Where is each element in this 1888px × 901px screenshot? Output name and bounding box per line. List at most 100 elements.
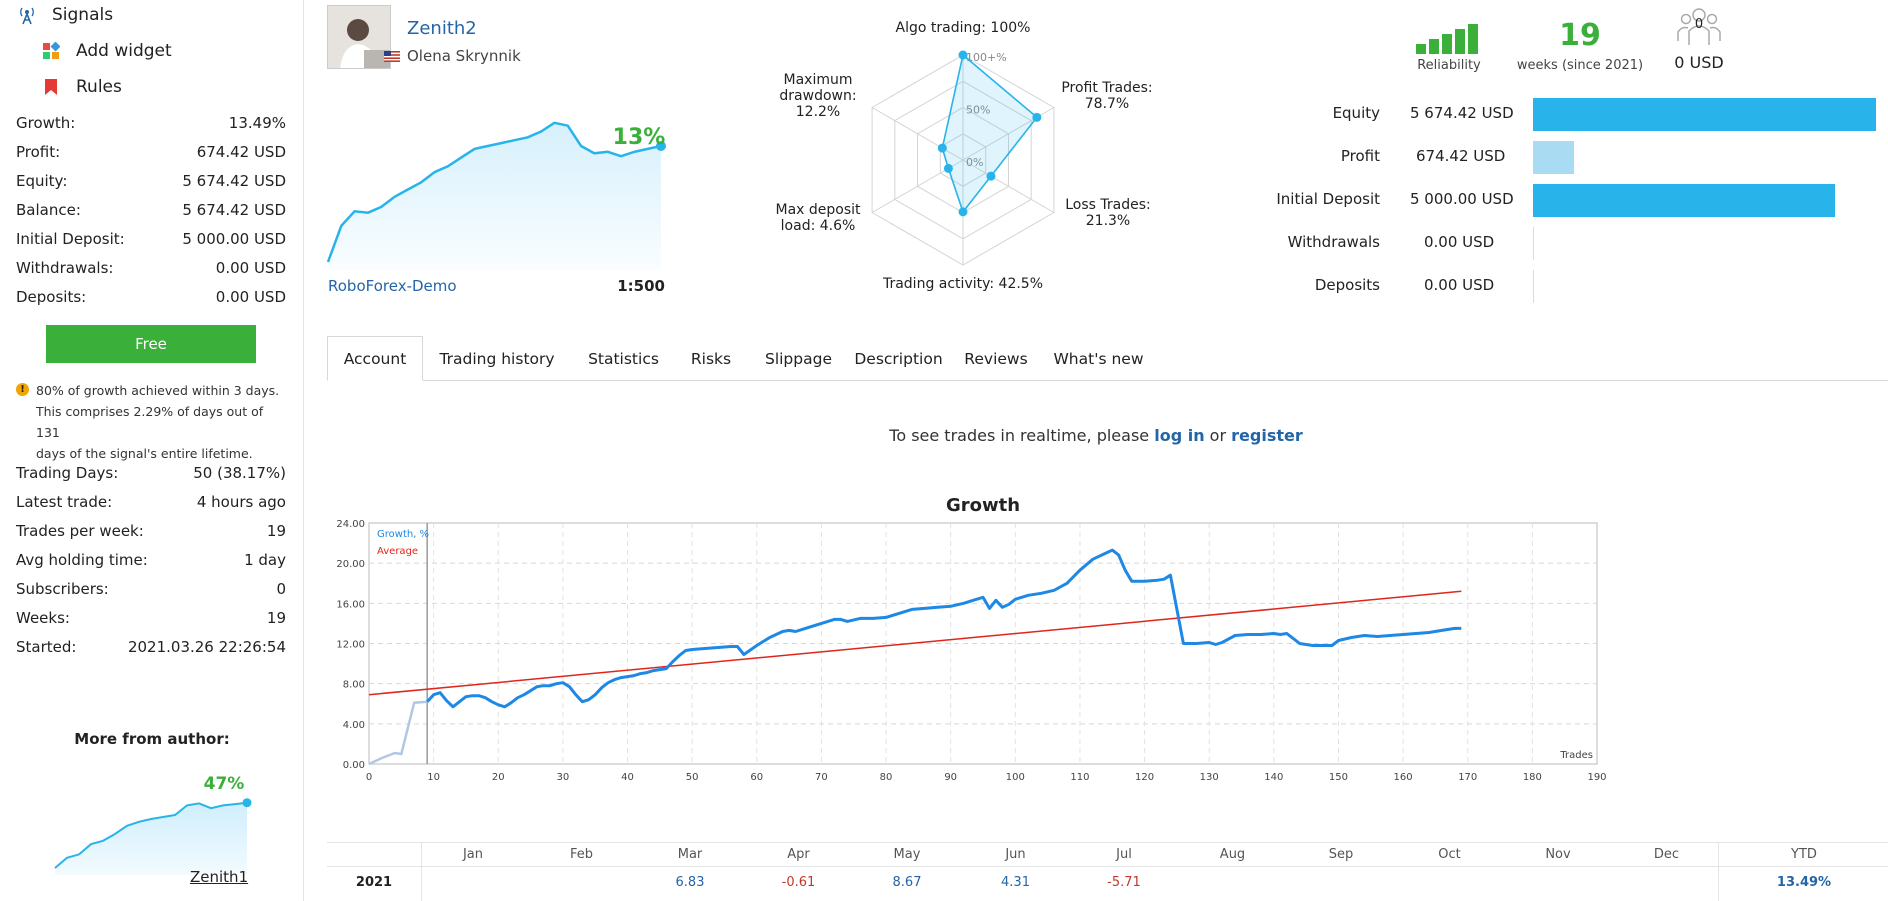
stat-row: Withdrawals: 0.00 USD: [16, 259, 286, 277]
balance-bar-label: Deposits: [1314, 276, 1380, 294]
author-signal-line: [54, 801, 248, 869]
tab-description[interactable]: Description: [854, 349, 943, 368]
stat-row: Deposits: 0.00 USD: [16, 288, 286, 306]
free-subscribe-button[interactable]: Free: [46, 325, 256, 363]
radar-axis-label: Maximum: [784, 72, 853, 88]
chart-x-tick: 90: [944, 772, 957, 783]
signal-growth-value: 13%: [613, 125, 666, 150]
tab-slippage[interactable]: Slippage: [764, 349, 832, 368]
month-header: Apr: [787, 847, 810, 862]
register-link[interactable]: register: [1231, 426, 1303, 445]
tab-risks[interactable]: Risks: [690, 349, 732, 368]
returns-table-mid-border: [327, 866, 1888, 867]
tab-trading-history[interactable]: Trading history: [439, 349, 555, 368]
balance-bar-label: Profit: [1340, 147, 1380, 165]
signal-growth-mini-chart: 13%: [327, 121, 666, 270]
month-header: Dec: [1653, 847, 1680, 862]
month-return: 4.31: [1001, 875, 1030, 890]
stat-value: 0.00 USD: [215, 288, 286, 306]
author-name[interactable]: Olena Skrynnik: [407, 47, 521, 65]
tab-account[interactable]: Account: [327, 336, 423, 381]
sidebar-item-signals[interactable]: Signals: [16, 4, 113, 26]
widget-icon: [40, 40, 62, 62]
stat-row: Avg holding time: 1 day: [16, 551, 286, 569]
stat-row: Trading Days: 50 (38.17%): [16, 464, 286, 482]
radar-point: [1032, 112, 1042, 122]
chart-x-tick: 50: [686, 772, 699, 783]
radar-point: [937, 143, 947, 153]
us-flag-icon: [384, 48, 400, 62]
chart-x-tick: 190: [1587, 772, 1606, 783]
chart-y-tick: 20.00: [336, 559, 365, 570]
radar-axis-label: 78.7%: [1085, 96, 1129, 112]
stat-label: Equity:: [16, 172, 68, 190]
sidebar: Signals Add widget Rules Growth: 13.49% Pr…: [0, 0, 304, 901]
radar-point: [958, 50, 968, 60]
stat-label: Subscribers:: [16, 580, 109, 598]
radar-scale-label: 0%: [966, 156, 983, 169]
ytd-header: YTD: [1791, 847, 1817, 862]
reliability-bar: [1416, 44, 1426, 54]
chart-legend-entry: Average: [377, 546, 418, 557]
chart-x-tick: 150: [1329, 772, 1348, 783]
author-signal-mini-chart[interactable]: 47%: [50, 775, 260, 875]
balance-bar-value: 5 000.00 USD: [1410, 190, 1514, 208]
month-header: Nov: [1545, 847, 1571, 862]
stat-value: 0.00 USD: [215, 259, 286, 277]
month-header: Sep: [1328, 847, 1354, 862]
stat-label: Deposits:: [16, 288, 87, 306]
reliability-bar: [1455, 29, 1465, 54]
reliability-bar: [1429, 39, 1439, 54]
radar-axis-label: Trading activity: 42.5%: [882, 276, 1043, 292]
stat-value: 50 (38.17%): [193, 464, 286, 482]
chart-x-tick: 20: [492, 772, 505, 783]
balance-bar-value: 0.00 USD: [1424, 233, 1495, 251]
sidebar-item-label: Add widget: [76, 41, 172, 61]
radar-value-points: [937, 50, 1042, 217]
radar-axis-label: Loss Trades:: [1065, 197, 1151, 213]
tab-what-s-new[interactable]: What's new: [1053, 349, 1144, 368]
returns-table-top-border: [327, 842, 1888, 843]
sidebar-item-rules[interactable]: Rules: [40, 76, 122, 98]
stat-value: 19: [266, 522, 286, 540]
balance-bar-value: 674.42 USD: [1416, 147, 1506, 165]
radar-grid-spoke: [962, 159, 1055, 213]
radar-point: [958, 207, 968, 217]
radar-point: [986, 171, 996, 181]
chart-series-average: [368, 590, 1462, 696]
chart-x-tick: 130: [1200, 772, 1219, 783]
broker-link[interactable]: RoboForex-Demo: [328, 277, 457, 295]
stat-row: Weeks: 19: [16, 609, 286, 627]
chart-x-tick: 0: [366, 772, 372, 783]
radar-axis-label: Profit Trades:: [1061, 80, 1152, 96]
avatar[interactable]: [327, 5, 391, 69]
chart-legend-entry: Growth, %: [377, 529, 429, 540]
chart-x-tick: 10: [427, 772, 440, 783]
chart-x-tick: 180: [1523, 772, 1542, 783]
tab-statistics[interactable]: Statistics: [588, 349, 659, 368]
chart-x-tick: 160: [1394, 772, 1413, 783]
author-signal-link[interactable]: Zenith1: [190, 868, 249, 886]
chart-x-tick: 110: [1070, 772, 1089, 783]
author-signal-area: [55, 802, 247, 875]
signal-growth-end-dot: [656, 141, 666, 151]
tab-reviews[interactable]: Reviews: [964, 349, 1028, 368]
login-link[interactable]: log in: [1154, 426, 1205, 445]
stat-row: Balance: 5 674.42 USD: [16, 201, 286, 219]
sidebar-item-add-widget[interactable]: Add widget: [40, 40, 172, 62]
stat-label: Withdrawals:: [16, 259, 114, 277]
month-header: Aug: [1219, 847, 1246, 862]
year-label: 2021: [355, 875, 393, 890]
signal-name[interactable]: Zenith2: [407, 18, 477, 39]
reliability-bar: [1442, 34, 1452, 54]
chart-series-growth: [426, 548, 1462, 709]
weeks-value: 19: [1559, 18, 1601, 53]
stat-label: Balance:: [16, 201, 81, 219]
antenna-icon: [16, 4, 38, 26]
warning-icon: !: [16, 383, 29, 396]
radar-axis-label: 21.3%: [1086, 213, 1130, 229]
subscribers-value: 0 USD: [1674, 53, 1724, 72]
radar-scale-labels: 100+% 50% 0%: [966, 51, 1007, 169]
stat-row: Latest trade: 4 hours ago: [16, 493, 286, 511]
returns-table-col-border: [421, 842, 422, 901]
